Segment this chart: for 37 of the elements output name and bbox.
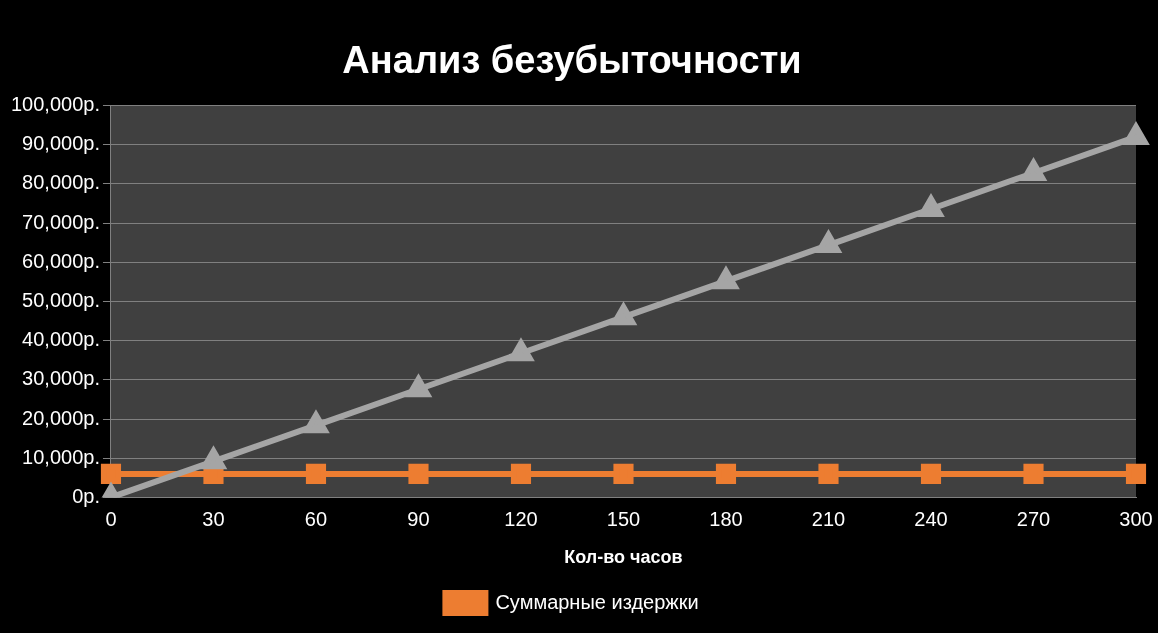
point <box>1125 463 1147 484</box>
x-tick-label: 240 <box>914 507 948 530</box>
point <box>920 463 942 484</box>
x-axis-title: Кол-во часов <box>564 547 683 568</box>
y-tick-label: 100,000р. <box>10 93 100 116</box>
x-tick-label: 120 <box>504 507 538 530</box>
y-tick-label: 50,000р. <box>22 289 100 312</box>
x-tick-label: 180 <box>709 507 743 530</box>
legend-label: Суммарные издержки <box>495 590 699 613</box>
y-tick-label: 40,000р. <box>22 328 100 351</box>
y-tick-label: 70,000р. <box>22 210 100 233</box>
y-tick-label: 80,000р. <box>22 171 100 194</box>
x-tick-label: 90 <box>407 507 430 530</box>
point <box>1023 463 1044 484</box>
x-tick-label: 270 <box>1016 507 1051 530</box>
point <box>305 463 327 484</box>
point <box>1020 157 1048 181</box>
chart-title: Анализ безубыточности <box>342 39 802 82</box>
point <box>1123 121 1150 145</box>
point <box>408 463 429 484</box>
x-tick-label: 210 <box>811 507 846 530</box>
x-tick-label: 60 <box>304 507 328 530</box>
x-tick-label: 150 <box>606 507 641 530</box>
y-tick-label: 0р. <box>72 484 100 507</box>
y-tick-label: 90,000р. <box>22 132 100 155</box>
x-tick-label: 300 <box>1119 507 1153 530</box>
y-tick-label: 20,000р. <box>22 406 100 429</box>
point <box>510 463 532 484</box>
point <box>818 463 839 484</box>
y-tick-label: 60,000р. <box>22 249 100 272</box>
y-tick-label: 10,000р. <box>22 445 100 468</box>
y-tick-label: 30,000р. <box>22 367 100 390</box>
point <box>715 463 737 484</box>
x-tick-label: 30 <box>202 507 225 530</box>
x-tick-label: 0 <box>105 507 117 530</box>
point <box>613 463 634 484</box>
point <box>100 463 122 484</box>
